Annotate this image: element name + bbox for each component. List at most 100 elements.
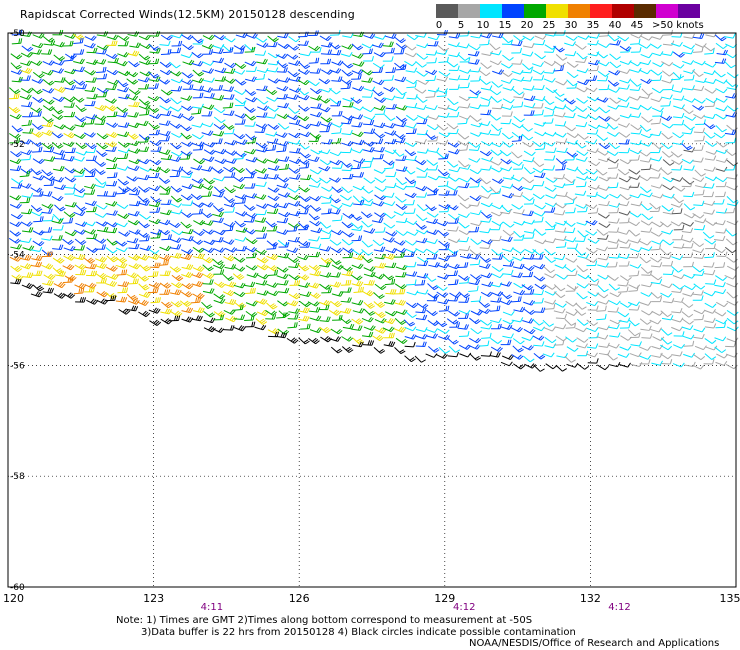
wind-barb [170,289,182,296]
wind-barb [75,221,88,227]
wind-barb [170,195,183,203]
wind-barb [213,314,225,321]
wind-barb [361,162,372,169]
wind-barb [341,44,354,50]
wind-barb [651,193,664,199]
wind-barb [255,249,267,255]
wind-barb [588,124,601,130]
wind-barb [212,130,225,137]
wind-barb [394,36,406,44]
wind-barb [118,70,131,77]
wind-barb [394,299,406,306]
wind-barb [321,208,332,215]
wind-barb [212,44,225,49]
wind-barb [544,290,557,296]
wind-barb [245,287,256,294]
wind-barb [715,157,728,163]
wind-barb [713,199,725,205]
wind-barb [223,196,235,204]
wind-barb [42,287,55,294]
wind-barb [287,256,300,263]
wind-barb [342,32,354,38]
wind-barb [638,93,651,99]
wind-barb [180,253,193,260]
wind-barb [619,193,632,201]
wind-barb [425,353,438,358]
wind-barb [201,166,213,172]
wind-barb [577,35,590,40]
wind-barb [554,227,567,233]
wind-barb [372,62,385,69]
wind-barb [169,171,181,178]
wind-barb [318,165,331,172]
wind-barb [500,118,512,125]
wind-barb [501,354,514,361]
wind-barb [267,60,280,66]
wind-barb [597,186,610,191]
wind-barb [608,202,621,208]
wind-barb [352,61,365,67]
wind-barb [523,150,536,157]
wind-barb [438,206,450,213]
wind-barb [201,122,214,128]
wind-barb [373,153,384,160]
wind-barb [297,79,310,86]
wind-barb [96,73,108,80]
wind-barb [363,177,376,184]
wind-barb [532,103,544,109]
wind-barb [308,136,320,143]
wind-barb [233,266,246,272]
wind-barb [640,35,653,41]
wind-barb [406,82,417,89]
wind-barb [521,76,533,82]
wind-barb [416,115,429,120]
wind-barb [105,227,118,234]
wind-barb [52,68,64,74]
wind-barb [576,97,589,104]
wind-barb [52,244,64,250]
wind-barb [681,143,693,151]
wind-barb [406,279,417,286]
wind-barb [694,189,705,196]
wind-barb [41,203,54,209]
wind-barb [147,106,160,113]
wind-barb [714,262,726,269]
wind-barb [459,202,472,209]
wind-barb [427,346,440,353]
wind-barb [457,262,469,268]
wind-barb [405,271,418,277]
wind-barb [684,115,697,121]
wind-barb [180,194,193,201]
wind-barb [106,131,119,139]
wind-barb [448,52,460,58]
wind-barb [544,256,557,263]
wind-barb [298,62,311,70]
wind-barb [543,110,555,117]
wind-barb [640,246,653,252]
wind-barb [277,252,290,259]
wind-barb [267,173,279,180]
wind-barb [715,88,728,94]
wind-barb [361,77,373,83]
wind-barb [596,292,609,299]
wind-barb [363,308,376,316]
wind-barb [32,71,45,79]
wind-barb [524,248,537,254]
wind-barb [415,214,428,222]
wind-barb [42,98,55,105]
wind-barb [245,265,258,271]
wind-barb [630,341,642,347]
wind-barb [277,279,289,286]
wind-barb [416,260,429,267]
wind-barb [96,278,107,284]
wind-barb [10,150,22,158]
wind-barb [577,273,590,280]
wind-barb [726,326,739,332]
legend-label: 40 [608,20,622,31]
wind-barb [266,67,279,73]
wind-barb [405,311,417,318]
legend-label: 45 [630,20,644,31]
wind-barb [191,271,204,279]
wind-barb [84,171,96,177]
wind-barb [255,209,267,216]
